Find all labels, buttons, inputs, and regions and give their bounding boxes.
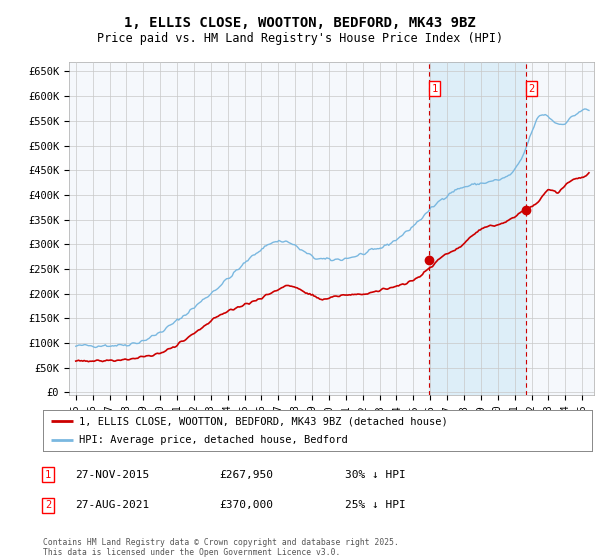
Text: HPI: Average price, detached house, Bedford: HPI: Average price, detached house, Bedf… bbox=[79, 435, 347, 445]
Text: 2: 2 bbox=[529, 84, 535, 94]
Text: 25% ↓ HPI: 25% ↓ HPI bbox=[345, 500, 406, 510]
Text: £370,000: £370,000 bbox=[219, 500, 273, 510]
Text: 1, ELLIS CLOSE, WOOTTON, BEDFORD, MK43 9BZ (detached house): 1, ELLIS CLOSE, WOOTTON, BEDFORD, MK43 9… bbox=[79, 417, 448, 426]
Text: 1: 1 bbox=[45, 470, 51, 480]
Text: 2: 2 bbox=[45, 500, 51, 510]
Text: 1, ELLIS CLOSE, WOOTTON, BEDFORD, MK43 9BZ: 1, ELLIS CLOSE, WOOTTON, BEDFORD, MK43 9… bbox=[124, 16, 476, 30]
Text: 1: 1 bbox=[431, 84, 437, 94]
Bar bbox=[429, 62, 526, 395]
Text: 27-NOV-2015: 27-NOV-2015 bbox=[75, 470, 149, 480]
Text: 30% ↓ HPI: 30% ↓ HPI bbox=[345, 470, 406, 480]
Text: 27-AUG-2021: 27-AUG-2021 bbox=[75, 500, 149, 510]
Text: Contains HM Land Registry data © Crown copyright and database right 2025.
This d: Contains HM Land Registry data © Crown c… bbox=[43, 538, 399, 557]
Text: £267,950: £267,950 bbox=[219, 470, 273, 480]
Text: Price paid vs. HM Land Registry's House Price Index (HPI): Price paid vs. HM Land Registry's House … bbox=[97, 32, 503, 45]
